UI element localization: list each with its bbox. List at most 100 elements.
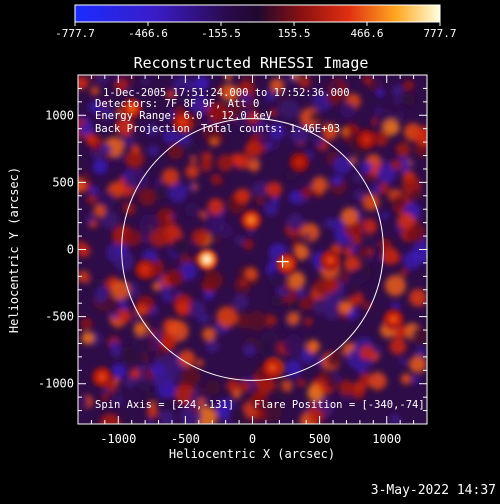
colorbar: -777.7 -466.6 -155.5 155.5 466.6 777.7 — [55, 4, 457, 40]
heatmap-cell — [100, 393, 109, 402]
heatmap-cell — [338, 272, 349, 283]
heatmap-cell — [304, 317, 313, 326]
heatmap-cell — [210, 138, 218, 146]
heatmap-cell — [216, 306, 238, 328]
heatmap-cell — [129, 368, 140, 379]
heatmap-cell — [78, 244, 91, 258]
heatmap-cell — [165, 90, 175, 99]
heatmap-cell — [240, 93, 252, 105]
heatmap-cell — [155, 345, 167, 357]
heatmap-cell — [150, 363, 164, 377]
heatmap-cell — [175, 130, 190, 145]
heatmap-cell — [268, 269, 286, 287]
heatmap-cell — [154, 178, 164, 188]
heatmap-cell — [364, 254, 374, 264]
heatmap-cell — [100, 211, 119, 229]
heatmap-cell — [101, 385, 109, 394]
heatmap-cell — [86, 194, 97, 205]
heatmap-cell — [205, 339, 220, 353]
heatmap-cell — [163, 131, 176, 144]
heatmap-cell — [287, 271, 306, 289]
heatmap-cell — [403, 251, 422, 270]
colorbar-tick-label: 155.5 — [277, 27, 310, 40]
colorbar-tick-label: 777.7 — [423, 27, 456, 40]
heatmap-cell — [234, 113, 249, 128]
heatmap-cell — [236, 81, 256, 100]
heatmap-cell — [170, 237, 190, 256]
heatmap-cell — [324, 217, 336, 229]
axis-tick-marks — [78, 75, 427, 424]
heatmap-cell — [384, 275, 406, 297]
heatmap-cell — [234, 235, 246, 247]
heatmap-cell — [333, 155, 352, 175]
heatmap-cell — [409, 288, 427, 307]
heatmap-cell — [409, 355, 427, 374]
heatmap-cell — [90, 86, 100, 96]
heatmap-cell — [340, 102, 356, 118]
heatmap-cell — [174, 86, 190, 103]
heatmap-cell — [235, 188, 251, 204]
heatmap-cell — [393, 96, 402, 105]
heatmap-cell — [271, 294, 284, 307]
heatmap-cell — [216, 86, 225, 95]
heatmap-cell — [115, 117, 135, 136]
heatmap-cell — [389, 337, 407, 355]
heatmap-cell — [340, 207, 359, 225]
heatmap-cell — [199, 211, 207, 219]
heatmap-cell — [198, 388, 210, 399]
y-tick-label: 0 — [67, 243, 74, 257]
heatmap-cell — [187, 183, 196, 191]
heatmap-cell — [258, 133, 270, 145]
heatmap-cell — [327, 90, 342, 106]
heatmap-cell — [339, 300, 352, 314]
heatmap-cell — [269, 123, 286, 140]
heatmap-cell — [261, 345, 276, 360]
heatmap-cell — [302, 402, 312, 413]
heatmap-cell — [381, 247, 399, 265]
heatmap-cell — [121, 133, 136, 148]
annotation-energy-range: Energy Range: 6.0 - 12.0 keV — [95, 110, 273, 122]
heatmap-cell — [341, 128, 349, 135]
x-tick-label: 0 — [249, 432, 256, 446]
heatmap-cell — [264, 314, 277, 327]
heatmap-cell — [81, 331, 95, 345]
heatmap-cell — [131, 314, 139, 322]
heatmap-cell — [265, 90, 277, 102]
y-axis-label: Heliocentric Y (arcsec) — [7, 167, 21, 333]
heatmap-cell — [141, 77, 150, 86]
heatmap-cell — [174, 383, 196, 405]
bright-source-core — [99, 374, 106, 381]
heatmap-cell — [389, 413, 401, 424]
heatmap-cell — [309, 111, 322, 123]
heatmap-cell — [372, 130, 389, 147]
colorbar-tick-label: -155.5 — [201, 27, 241, 40]
heatmap-cell — [271, 197, 280, 205]
heatmap-cell — [152, 281, 162, 292]
heatmap-cell — [326, 353, 341, 368]
heatmap-cell — [279, 99, 299, 119]
bright-source-core — [248, 216, 255, 223]
bright-source-core — [296, 159, 303, 166]
heatmap-cell — [298, 75, 311, 88]
timestamp: 3-May-2022 14:37 — [371, 483, 496, 498]
heatmap-cell — [363, 302, 371, 310]
annotation-spin-axis: Spin Axis = [224,-131] — [95, 399, 234, 411]
heatmap-cell — [230, 203, 241, 214]
heatmap-cell — [133, 322, 147, 336]
heatmap-cell — [376, 182, 390, 195]
heatmap-cell — [287, 300, 301, 315]
heatmap-cell — [348, 267, 366, 285]
heatmap-cell — [95, 75, 109, 85]
heatmap-cell — [283, 381, 293, 391]
heatmap-cell — [145, 124, 157, 136]
heatmap-cell — [168, 182, 188, 203]
heatmap-cell — [220, 83, 238, 101]
heatmap-cell — [235, 313, 252, 329]
heatmap-cell — [125, 229, 142, 247]
heatmap-cell — [85, 133, 98, 146]
heatmap-cell — [78, 76, 89, 90]
heatmap-cell — [117, 308, 132, 323]
heatmap-cell — [205, 379, 221, 395]
bright-source-core — [363, 136, 370, 143]
heatmap-cell — [322, 123, 339, 140]
